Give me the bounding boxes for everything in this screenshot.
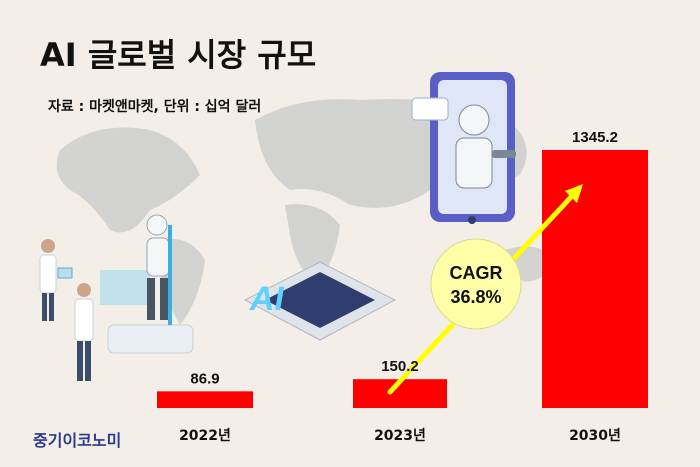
category-label-2030년: 2030년 <box>569 428 621 444</box>
ai-chip-illustration: AI <box>243 261 397 341</box>
bar-series <box>157 150 648 408</box>
brand-logo-text: 중기이코노미 <box>33 431 122 450</box>
svg-text:AI: AI <box>247 280 288 318</box>
bar-2030년 <box>542 150 648 408</box>
scientist-illustration <box>39 239 94 381</box>
robot-in-phone-illustration <box>411 72 516 224</box>
cagr-value: 36.8% <box>450 287 501 307</box>
cagr-label: CAGR <box>450 263 503 283</box>
cagr-badge: CAGR 36.8% <box>430 238 522 330</box>
category-label-2022년: 2022년 <box>179 428 231 444</box>
bar-2022년 <box>157 391 253 408</box>
page-title: AI 글로벌 시장 규모 <box>40 36 317 74</box>
value-label-2022년: 86.9 <box>190 370 219 387</box>
bar-labels: 86.9 2022년 150.2 2023년 1345.2 2030년 <box>179 129 621 444</box>
value-label-2023년: 150.2 <box>381 358 419 375</box>
category-label-2023년: 2023년 <box>374 428 426 444</box>
humanoid-robot-illustration <box>100 214 194 354</box>
value-label-2030년: 1345.2 <box>572 129 618 146</box>
source-note: 자료 : 마켓앤마켓, 단위 : 십억 달러 <box>48 99 262 115</box>
